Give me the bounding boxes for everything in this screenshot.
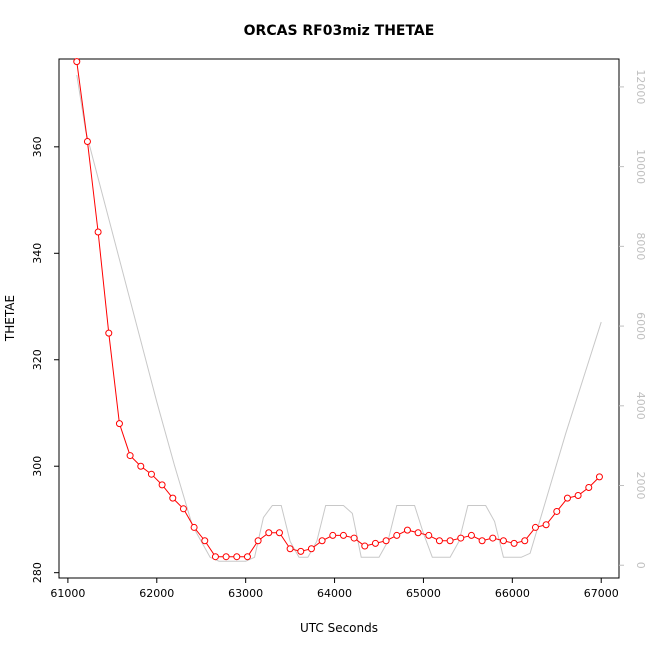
- y2-tick-label: 10000: [634, 149, 647, 184]
- x-axis: 61000 62000 63000 64000 65000 66000 67000: [50, 578, 619, 600]
- thetae-point: [595, 473, 603, 481]
- y-tick-label: 360: [31, 136, 44, 157]
- thetae-point: [201, 537, 209, 545]
- thetae-point: [425, 531, 433, 539]
- thetae-point: [169, 494, 177, 502]
- y-tick-label: 300: [31, 456, 44, 477]
- thetae-point: [585, 484, 593, 492]
- y-tick-label: 280: [31, 562, 44, 583]
- thetae-point: [553, 507, 561, 515]
- thetae-point: [467, 531, 475, 539]
- thetae-point: [382, 537, 390, 545]
- thetae-point: [179, 505, 187, 513]
- y2-tick-label: 8000: [634, 232, 647, 260]
- thetae-point: [403, 526, 411, 534]
- thetae-point: [478, 537, 486, 545]
- thetae-point: [457, 534, 465, 542]
- x-tick-label: 64000: [317, 587, 352, 600]
- thetae-point: [307, 545, 315, 553]
- thetae-point: [446, 537, 454, 545]
- y2-tick-label: 4000: [634, 392, 647, 420]
- y-axis-right: 0 2000 4000 6000 8000 10000 12000: [619, 69, 647, 569]
- thetae-point: [275, 529, 283, 537]
- x-tick-label: 66000: [495, 587, 530, 600]
- x-tick-label: 65000: [406, 587, 441, 600]
- thetae-point: [126, 452, 134, 460]
- thetae-point: [265, 529, 273, 537]
- x-tick-label: 67000: [584, 587, 619, 600]
- thetae-point: [73, 58, 81, 66]
- thetae-point: [414, 529, 422, 537]
- thetae-point: [158, 481, 166, 489]
- series-layer: [73, 58, 603, 562]
- altitude-series-line: [76, 74, 602, 562]
- thetae-point: [318, 537, 326, 545]
- thetae-point: [137, 462, 145, 470]
- y2-tick-label: 2000: [634, 472, 647, 500]
- thetae-point: [243, 553, 251, 561]
- thetae-point: [542, 521, 550, 529]
- thetae-point: [297, 547, 305, 555]
- thetae-point: [510, 539, 518, 547]
- thetae-point: [563, 494, 571, 502]
- thetae-point: [350, 534, 358, 542]
- thetae-point: [222, 553, 230, 561]
- thetae-point: [233, 553, 241, 561]
- y-tick-label: 320: [31, 349, 44, 370]
- thetae-point: [435, 537, 443, 545]
- thetae-point: [211, 553, 219, 561]
- y2-tick-label: 0: [634, 562, 647, 569]
- y-axis-left: 280 300 320 340 360: [31, 136, 59, 583]
- x-tick-label: 62000: [139, 587, 174, 600]
- thetae-point: [147, 470, 155, 478]
- chart-title: ORCAS RF03miz THETAE: [244, 23, 435, 39]
- x-tick-label: 61000: [50, 587, 85, 600]
- thetae-point: [105, 329, 113, 337]
- plot-frame: [58, 58, 620, 579]
- thetae-point: [115, 420, 123, 428]
- thetae-point: [489, 534, 497, 542]
- thetae-point: [286, 545, 294, 553]
- thetae-point: [190, 523, 198, 531]
- x-tick-label: 63000: [228, 587, 263, 600]
- thetae-point: [83, 138, 91, 146]
- y2-tick-label: 12000: [634, 69, 647, 104]
- y-axis-label: THETAE: [3, 295, 17, 342]
- thetae-point: [393, 531, 401, 539]
- thetae-point: [521, 537, 529, 545]
- thetae-point: [371, 539, 379, 547]
- thetae-point: [574, 491, 582, 499]
- thetae-point: [339, 531, 347, 539]
- x-axis-label: UTC Seconds: [300, 621, 378, 635]
- y-tick-label: 340: [31, 243, 44, 264]
- thetae-point: [329, 531, 337, 539]
- y2-tick-label: 6000: [634, 312, 647, 340]
- thetae-point: [361, 542, 369, 550]
- thetae-point: [531, 523, 539, 531]
- thetae-series-line: [76, 61, 600, 558]
- thetae-point: [499, 537, 507, 545]
- thetae-point: [254, 537, 262, 545]
- thetae-point: [94, 228, 102, 236]
